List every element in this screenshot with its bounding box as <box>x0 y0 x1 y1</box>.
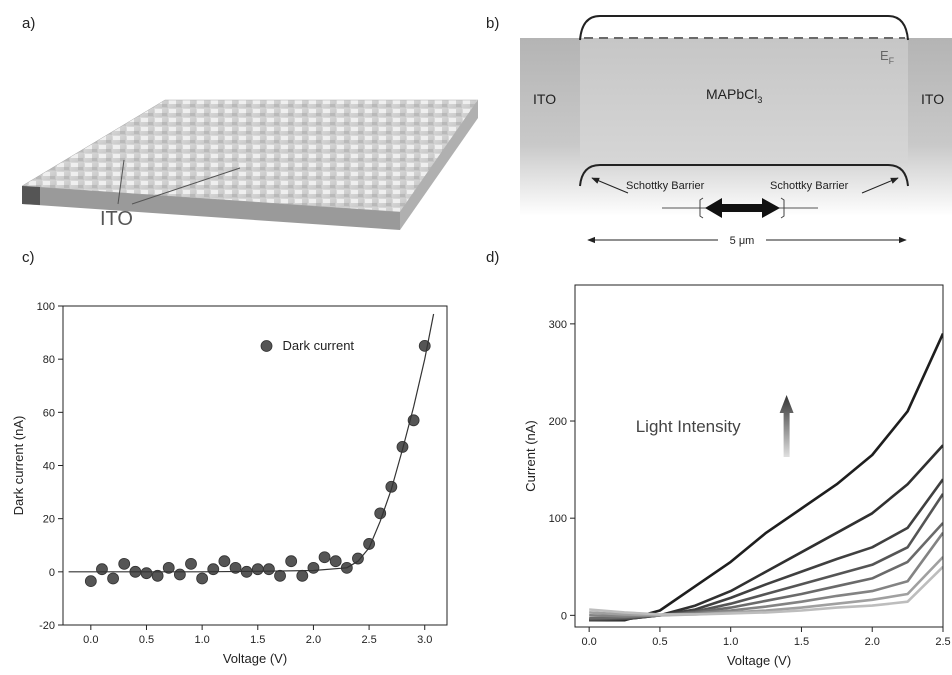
panel-label: d) <box>486 249 499 266</box>
data-point <box>318 551 331 564</box>
plot-area <box>68 313 435 588</box>
data-point <box>173 568 186 581</box>
x-tick-label: 1.0 <box>194 634 209 646</box>
data-point <box>84 575 97 588</box>
x-tick-label: 0.0 <box>83 634 98 646</box>
data-line <box>68 313 435 573</box>
material-text: MAPbCl <box>706 86 757 102</box>
x-tick-label: 0.0 <box>582 636 597 648</box>
data-point <box>196 572 209 585</box>
ito-slab <box>21 99 479 230</box>
data-point <box>162 561 175 574</box>
legend-label: Dark current <box>283 338 355 353</box>
ito-left-label: ITO <box>533 91 556 107</box>
panel-label: a) <box>22 15 35 32</box>
width-label: 5 μm <box>730 235 755 247</box>
legend-marker <box>260 340 273 352</box>
x-tick-label: 2.5 <box>935 636 950 648</box>
y-tick-label: 100 <box>37 301 55 313</box>
x-tick-label: 3.0 <box>417 634 432 646</box>
barrier-label: Schottky Barrier <box>770 180 849 192</box>
data-point <box>285 555 298 568</box>
x-tick-label: 1.5 <box>250 634 265 646</box>
fermi-text: E <box>880 48 889 63</box>
data-point <box>374 507 387 520</box>
x-tick-label: 1.5 <box>794 636 809 648</box>
x-tick-label: 1.0 <box>723 636 738 648</box>
x-axis-label: Voltage (V) <box>223 651 287 666</box>
data-point <box>396 440 409 453</box>
data-point <box>251 563 264 576</box>
data-point <box>96 563 108 576</box>
data-point <box>263 563 275 576</box>
data-point <box>385 480 398 493</box>
y-tick-label: 200 <box>549 416 567 428</box>
y-tick-label: -20 <box>39 620 55 632</box>
data-point <box>118 557 131 570</box>
plot-frame <box>574 284 944 628</box>
data-point <box>229 561 242 574</box>
x-tick-label: 0.5 <box>652 636 667 648</box>
data-point <box>207 563 220 576</box>
annotation: Light Intensity <box>636 417 741 436</box>
y-tick-label: 60 <box>43 407 55 419</box>
data-point <box>307 561 320 574</box>
material-subscript: 3 <box>757 95 762 105</box>
panel-label: b) <box>486 15 499 32</box>
x-axis-label: Voltage (V) <box>727 653 791 668</box>
y-axis-label: Dark current (nA) <box>11 416 26 516</box>
x-tick-label: 2.5 <box>361 634 376 646</box>
plot-frame <box>62 305 448 626</box>
data-line <box>589 333 943 622</box>
data-point <box>107 572 119 585</box>
data-point <box>352 552 364 565</box>
barrier-label: Schottky Barrier <box>626 180 705 192</box>
y-tick-label: 20 <box>43 514 55 526</box>
fermi-subscript: F <box>889 56 895 66</box>
ito-right-label: ITO <box>921 91 944 107</box>
panel-label: c) <box>22 249 35 266</box>
plot-area <box>589 333 943 622</box>
data-point <box>185 557 197 570</box>
data-point <box>274 569 286 582</box>
data-point <box>140 567 153 580</box>
data-point <box>329 555 342 568</box>
y-tick-label: 0 <box>561 610 567 622</box>
ito-label: ITO <box>100 208 133 230</box>
y-tick-label: 0 <box>49 567 55 579</box>
fermi-label: EF <box>880 48 895 66</box>
y-axis-label: Current (nA) <box>523 420 538 492</box>
x-tick-label: 0.5 <box>139 634 154 646</box>
y-tick-label: 80 <box>43 354 55 366</box>
data-point <box>296 569 309 582</box>
data-line <box>589 478 943 622</box>
data-line <box>589 565 943 616</box>
y-tick-label: 300 <box>549 319 567 331</box>
band-diagram <box>520 15 952 244</box>
annotation-arrow <box>779 395 794 457</box>
y-tick-label: 40 <box>43 461 55 473</box>
data-point <box>218 555 231 568</box>
y-tick-label: 100 <box>549 513 567 525</box>
material-label: MAPbCl3 <box>706 86 762 105</box>
data-point <box>151 569 164 582</box>
x-tick-label: 2.0 <box>865 636 880 648</box>
x-tick-label: 2.0 <box>306 634 321 646</box>
